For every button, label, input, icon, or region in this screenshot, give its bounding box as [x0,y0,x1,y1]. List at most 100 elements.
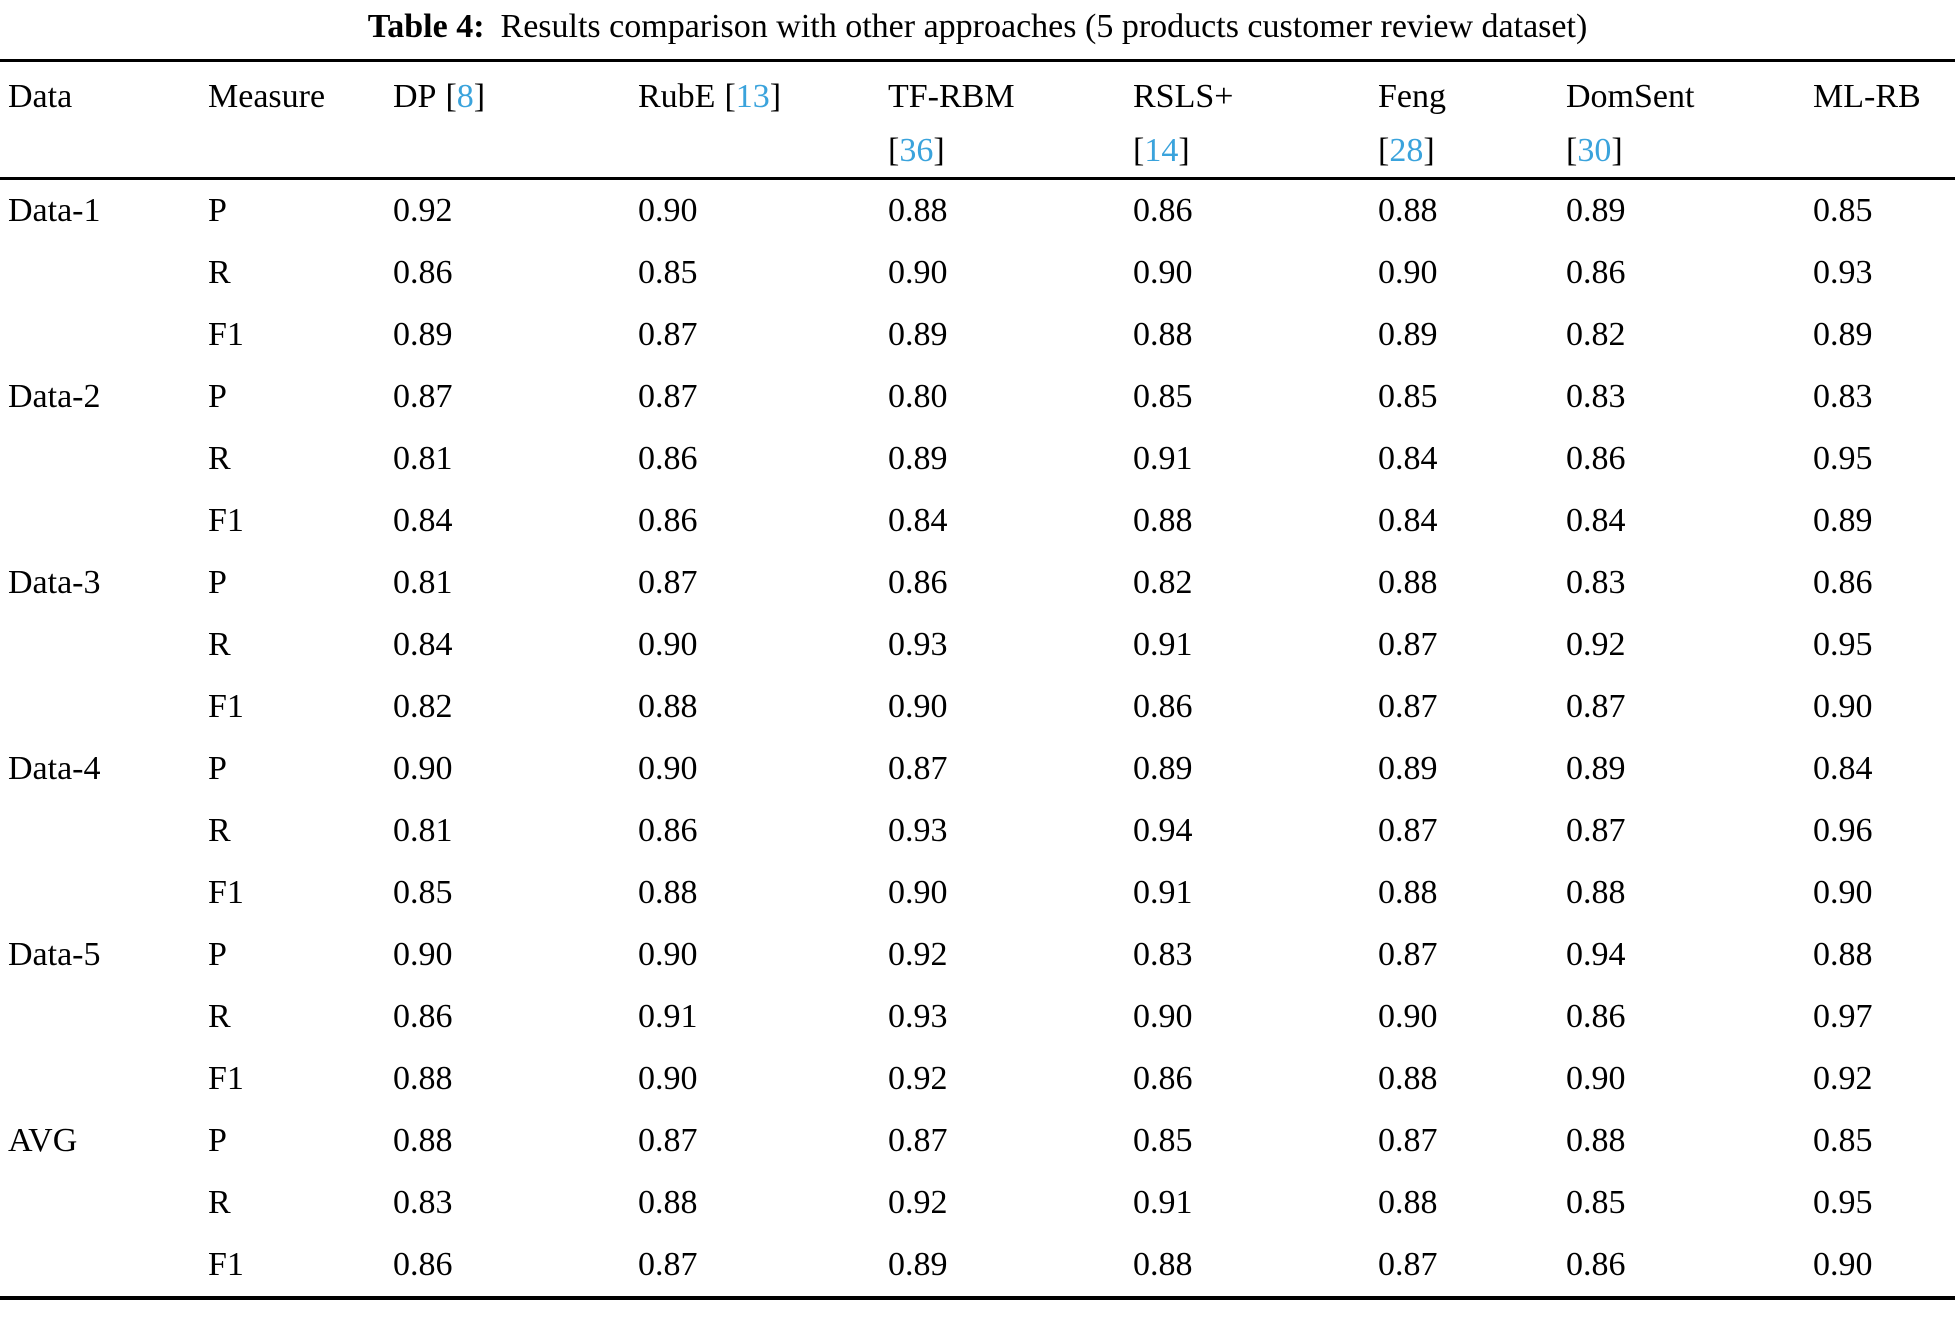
value-cell: 0.90 [638,1060,698,1098]
value-cell: 0.92 [1566,626,1626,664]
value-cell: 0.95 [1813,626,1873,664]
value-cell: 0.90 [1378,998,1438,1036]
value-cell: 0.87 [1566,812,1626,850]
citation-link[interactable]: 8 [456,78,474,115]
column-header-label: Feng [1378,78,1446,115]
value-cell: 0.86 [1566,440,1626,478]
value-cell: 0.91 [1133,626,1193,664]
value-cell: 0.88 [393,1122,453,1160]
citation-bracket-close: ] [1611,131,1623,169]
value-cell: 0.90 [393,936,453,974]
measure-cell: P [208,1122,227,1160]
value-cell: 0.90 [1566,1060,1626,1098]
citation-ref: [30] [1566,124,1805,178]
value-cell: 0.88 [1566,874,1626,912]
value-cell: 0.82 [1566,316,1626,354]
table-row: R 0.83 0.88 0.92 0.91 0.88 0.85 0.95 [0,1172,1955,1234]
table-row: R 0.81 0.86 0.89 0.91 0.84 0.86 0.95 [0,428,1955,490]
table-row: Data-1 P 0.92 0.90 0.88 0.86 0.88 0.89 0.85 [0,179,1955,243]
value-cell: 0.90 [1133,254,1193,292]
value-cell: 0.87 [638,564,698,602]
value-cell: 0.89 [1813,502,1873,540]
value-cell: 0.90 [1813,688,1873,726]
table-row: F1 0.89 0.87 0.89 0.88 0.89 0.82 0.89 [0,304,1955,366]
citation-link[interactable]: 14 [1144,131,1179,169]
value-cell: 0.93 [1813,254,1873,292]
value-cell: 0.88 [1378,192,1438,230]
value-cell: 0.89 [1378,750,1438,788]
value-cell: 0.89 [1566,750,1626,788]
citation-link[interactable]: 28 [1389,131,1424,169]
column-header-label: TF-RBM [888,78,1015,115]
column-header-domsent: DomSent [30] [1558,60,1805,181]
row-group-label [0,676,200,738]
value-cell: 0.88 [1566,1122,1626,1160]
table-row: R 0.84 0.90 0.93 0.91 0.87 0.92 0.95 [0,614,1955,676]
column-header-label: RubE [638,78,716,115]
value-cell: 0.88 [1133,1246,1193,1284]
value-cell: 0.81 [393,564,453,602]
column-header-label: DomSent [1566,78,1695,115]
measure-cell: F1 [208,1246,244,1284]
row-group-label [0,304,200,366]
column-header-label: RSLS+ [1133,78,1234,115]
citation-bracket-open: [ [724,78,736,115]
citation-bracket-close: ] [1178,131,1190,169]
value-cell: 0.81 [393,440,453,478]
value-cell: 0.88 [1378,874,1438,912]
value-cell: 0.88 [1378,1184,1438,1222]
citation-link[interactable]: 13 [735,78,770,115]
citation-link[interactable]: 36 [899,131,934,169]
value-cell: 0.88 [1378,1060,1438,1098]
column-header-rube: RubE [13] [630,60,880,181]
citation-bracket-open: [ [1378,131,1390,169]
value-cell: 0.85 [1566,1184,1626,1222]
column-header-label: ML-RB [1813,78,1921,115]
value-cell: 0.84 [1378,502,1438,540]
measure-cell: R [208,440,231,478]
column-header-data: Data [0,60,200,181]
value-cell: 0.85 [393,874,453,912]
row-group-label [0,1048,200,1110]
value-cell: 0.89 [1378,316,1438,354]
value-cell: 0.87 [1378,626,1438,664]
value-cell: 0.87 [888,1122,948,1160]
measure-cell: F1 [208,1060,244,1098]
value-cell: 0.88 [638,1184,698,1222]
value-cell: 0.90 [638,626,698,664]
value-cell: 0.81 [393,812,453,850]
table-row: F1 0.84 0.86 0.84 0.88 0.84 0.84 0.89 [0,490,1955,552]
column-header-tfrbm: TF-RBM [36] [880,60,1125,181]
row-group-label [0,862,200,924]
measure-cell: P [208,936,227,974]
value-cell: 0.83 [1566,378,1626,416]
citation-bracket-open: [ [1133,131,1145,169]
table-row: Data-5 P 0.90 0.90 0.92 0.83 0.87 0.94 0.88 [0,924,1955,986]
row-group-label [0,490,200,552]
value-cell: 0.89 [1133,750,1193,788]
value-cell: 0.86 [888,564,948,602]
value-cell: 0.92 [393,192,453,230]
value-cell: 0.87 [638,1122,698,1160]
citation-bracket-close: ] [933,131,945,169]
value-cell: 0.87 [1378,1122,1438,1160]
column-header-rsls: RSLS+ [14] [1125,60,1370,181]
value-cell: 0.86 [1133,1060,1193,1098]
measure-cell: R [208,1184,231,1222]
value-cell: 0.86 [393,1246,453,1284]
value-cell: 0.89 [1566,192,1626,230]
value-cell: 0.95 [1813,440,1873,478]
value-cell: 0.90 [1813,1246,1873,1284]
row-group-label: Data-3 [8,564,101,602]
row-group-label [0,428,200,490]
value-cell: 0.88 [393,1060,453,1098]
column-header-label: DP [393,78,437,115]
measure-cell: F1 [208,502,244,540]
value-cell: 0.95 [1813,1184,1873,1222]
table-row: F1 0.88 0.90 0.92 0.86 0.88 0.90 0.92 [0,1048,1955,1110]
table-row: F1 0.86 0.87 0.89 0.88 0.87 0.86 0.90 [0,1234,1955,1298]
citation-bracket-open: [ [1566,131,1578,169]
value-cell: 0.90 [888,254,948,292]
citation-link[interactable]: 30 [1577,131,1612,169]
